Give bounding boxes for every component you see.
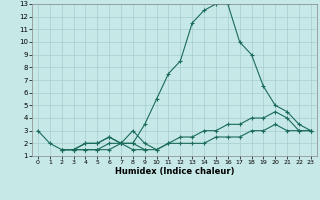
X-axis label: Humidex (Indice chaleur): Humidex (Indice chaleur) bbox=[115, 167, 234, 176]
